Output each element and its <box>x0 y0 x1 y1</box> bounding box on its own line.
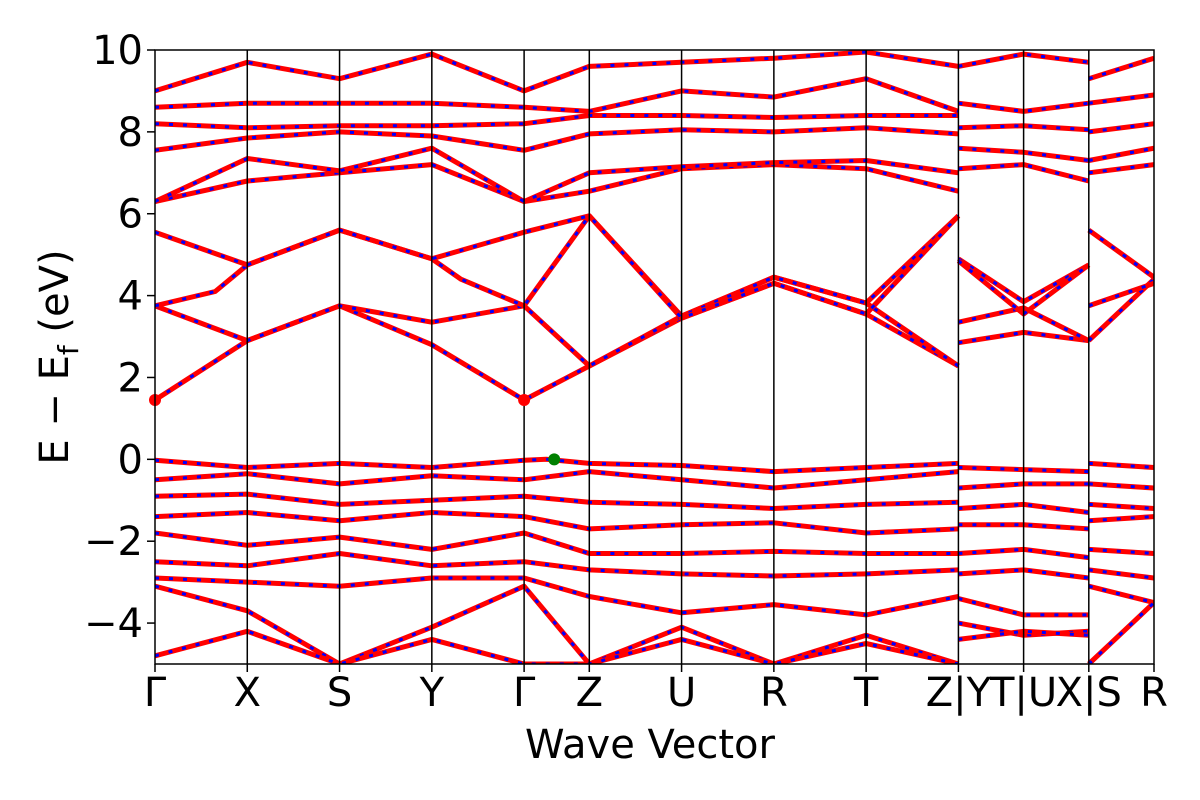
band-line-2 <box>155 213 961 319</box>
x-tick-label: Γ <box>144 670 167 716</box>
x-tick-label: U <box>667 670 696 716</box>
band-line-dashed-10 <box>155 457 959 474</box>
band-line-dashed-18 <box>155 629 959 664</box>
band-line-dashed-21 <box>957 257 1090 304</box>
band-line-dashed-1 <box>155 275 960 368</box>
y-axis-label-unit: (eV) <box>32 249 78 345</box>
band-line-11 <box>155 469 959 491</box>
band-line-18 <box>155 628 959 664</box>
band-edge-marker <box>518 393 531 406</box>
x-tick-label: R <box>1140 670 1168 716</box>
y-tick-label: 0 <box>118 437 143 483</box>
band-line-42 <box>1088 121 1154 135</box>
x-tick-label: S <box>327 670 352 716</box>
band-line-3 <box>155 213 961 321</box>
x-axis-label: Wave Vector <box>525 722 776 768</box>
x-tick-label: T|U <box>989 670 1057 716</box>
band-line-dashed-9 <box>155 50 959 93</box>
band-line-45 <box>1088 460 1154 470</box>
y-ticks: −4 −2 0 2 4 6 8 10 <box>84 28 155 647</box>
band-line-47 <box>1088 501 1154 511</box>
band-line-48 <box>1088 514 1154 524</box>
band-line-dashed-14 <box>155 531 959 555</box>
band-line-49 <box>1088 546 1154 556</box>
band-line-dashed-5 <box>155 146 959 204</box>
x-tick-label: Y <box>419 670 445 716</box>
x-tick-label: Z|Y <box>926 670 992 716</box>
band-line-41 <box>1088 145 1154 163</box>
band-line-50 <box>1088 567 1154 581</box>
band-line-16 <box>155 575 959 618</box>
x-tick-label: X <box>234 670 261 716</box>
markers-layer <box>149 393 561 466</box>
band-line-dashed-52 <box>1087 601 1154 664</box>
band-line-1 <box>155 274 960 369</box>
band-line-46 <box>1088 481 1154 491</box>
x-tick-label: X|S <box>1056 670 1122 716</box>
band-line-0 <box>155 280 960 403</box>
y-tick-label: 10 <box>92 28 143 74</box>
band-line-dashed-8 <box>155 77 959 113</box>
x-tick-label: R <box>760 670 788 716</box>
band-line-39 <box>1087 228 1154 280</box>
band-line-dashed-44 <box>1088 56 1154 81</box>
y-tick-label: 2 <box>118 355 143 401</box>
y-axis-label: E − Ef (eV) <box>32 249 85 464</box>
band-line-dashed-2 <box>155 213 960 318</box>
y-tick-label: 6 <box>118 192 143 238</box>
y-tick-label: −2 <box>84 519 143 565</box>
band-line-40 <box>1088 162 1154 176</box>
kpoint-dividers <box>246 50 1090 664</box>
band-line-dashed-4 <box>155 163 959 204</box>
band-line-12 <box>155 491 959 511</box>
y-tick-label: 4 <box>118 274 143 320</box>
band-line-dashed-20 <box>958 306 1090 342</box>
plot-frame <box>154 49 1155 665</box>
band-line-7 <box>155 113 959 131</box>
x-ticks: Γ X S Y Γ Z U R T Z|YT|UX|S R <box>144 664 1168 716</box>
band-line-6 <box>155 125 959 153</box>
band-line-dashed-3 <box>155 214 960 320</box>
x-tick-label: Γ <box>513 670 536 716</box>
band-line-4 <box>155 162 959 204</box>
band-line-17 <box>155 583 960 664</box>
y-axis-label-subscript: f <box>52 344 85 355</box>
y-axis-label-main: E − E <box>32 355 78 465</box>
band-line-dashed-37 <box>1087 278 1154 342</box>
y-tick-label: −4 <box>84 601 143 647</box>
bands-layer <box>155 50 1154 664</box>
y-tick-label: 8 <box>118 110 143 156</box>
x-tick-label: Z <box>576 670 603 716</box>
band-line-13 <box>155 510 959 536</box>
band-edge-marker <box>548 453 561 466</box>
band-line-dashed-51 <box>1088 584 1154 605</box>
band-line-8 <box>155 76 960 114</box>
band-line-5 <box>155 145 959 204</box>
band-line-43 <box>1088 92 1154 106</box>
x-tick-label: T <box>853 670 879 716</box>
band-line-15 <box>155 551 959 579</box>
band-line-dashed-38 <box>1088 281 1154 308</box>
